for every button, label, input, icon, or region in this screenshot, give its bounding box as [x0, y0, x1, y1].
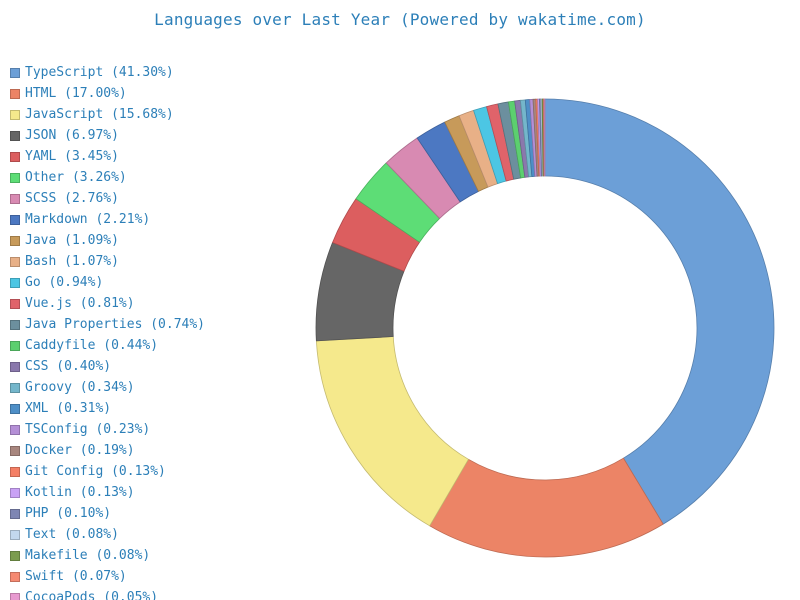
legend-item: Go (0.94%): [10, 272, 310, 293]
legend-item: Other (3.26%): [10, 167, 310, 188]
legend-swatch: [10, 151, 20, 162]
legend-swatch: [10, 508, 20, 519]
legend-item: TypeScript (41.30%): [10, 62, 310, 83]
legend-swatch: [10, 319, 20, 330]
legend-swatch: [10, 361, 20, 372]
legend-swatch: [10, 109, 20, 120]
legend-item: JavaScript (15.68%): [10, 104, 310, 125]
legend-swatch: [10, 130, 20, 141]
legend-label: JSON (6.97%): [25, 128, 119, 143]
legend-item: YAML (3.45%): [10, 146, 310, 167]
legend-swatch: [10, 172, 20, 183]
legend-label: SCSS (2.76%): [25, 191, 119, 206]
legend-item: Java Properties (0.74%): [10, 314, 310, 335]
legend-item: JSON (6.97%): [10, 125, 310, 146]
legend-item: Kotlin (0.13%): [10, 482, 310, 503]
legend-item: Text (0.08%): [10, 524, 310, 545]
donut-slice: [429, 457, 664, 558]
legend-item: SCSS (2.76%): [10, 188, 310, 209]
legend-item: Swift (0.07%): [10, 566, 310, 587]
legend-item: Bash (1.07%): [10, 251, 310, 272]
legend-label: Docker (0.19%): [25, 443, 135, 458]
legend-label: CocoaPods (0.05%): [25, 590, 159, 600]
legend-label: Bash (1.07%): [25, 254, 119, 269]
legend-swatch: [10, 466, 20, 477]
legend-swatch: [10, 214, 20, 225]
legend-swatch: [10, 256, 20, 267]
donut-slice: [543, 98, 546, 177]
legend-item: Vue.js (0.81%): [10, 293, 310, 314]
legend-item: HTML (17.00%): [10, 83, 310, 104]
donut-slice: [544, 98, 775, 525]
legend-swatch: [10, 424, 20, 435]
legend-swatch: [10, 67, 20, 78]
legend-item: Docker (0.19%): [10, 440, 310, 461]
legend-label: Java (1.09%): [25, 233, 119, 248]
chart-title: Languages over Last Year (Powered by wak…: [154, 10, 646, 29]
legend-item: Git Config (0.13%): [10, 461, 310, 482]
legend-swatch: [10, 340, 20, 351]
legend-label: Swift (0.07%): [25, 569, 127, 584]
legend-swatch: [10, 571, 20, 582]
legend-item: Markdown (2.21%): [10, 209, 310, 230]
legend-label: TSConfig (0.23%): [25, 422, 151, 437]
legend-label: Git Config (0.13%): [25, 464, 166, 479]
legend-swatch: [10, 193, 20, 204]
legend-label: HTML (17.00%): [25, 86, 127, 101]
legend-item: XML (0.31%): [10, 398, 310, 419]
legend-label: YAML (3.45%): [25, 149, 119, 164]
legend-item: Caddyfile (0.44%): [10, 335, 310, 356]
legend-label: Kotlin (0.13%): [25, 485, 135, 500]
legend-swatch: [10, 403, 20, 414]
chart-legend: TypeScript (41.30%) HTML (17.00%) JavaScri…: [10, 62, 310, 600]
legend-swatch: [10, 277, 20, 288]
legend-label: Go (0.94%): [25, 275, 104, 290]
legend-item: CSS (0.40%): [10, 356, 310, 377]
legend-swatch: [10, 235, 20, 246]
legend-swatch: [10, 550, 20, 561]
legend-item: Java (1.09%): [10, 230, 310, 251]
legend-swatch: [10, 529, 20, 540]
legend-swatch: [10, 298, 20, 309]
legend-label: Markdown (2.21%): [25, 212, 151, 227]
legend-item: Makefile (0.08%): [10, 545, 310, 566]
legend-swatch: [10, 487, 20, 498]
donut-slice: [315, 336, 469, 527]
legend-swatch: [10, 382, 20, 393]
legend-label: JavaScript (15.68%): [25, 107, 174, 122]
legend-label: Groovy (0.34%): [25, 380, 135, 395]
legend-label: Text (0.08%): [25, 527, 119, 542]
legend-label: Vue.js (0.81%): [25, 296, 135, 311]
legend-label: Caddyfile (0.44%): [25, 338, 159, 353]
legend-item: CocoaPods (0.05%): [10, 587, 310, 600]
legend-label: XML (0.31%): [25, 401, 112, 416]
legend-label: PHP (0.10%): [25, 506, 112, 521]
legend-label: CSS (0.40%): [25, 359, 112, 374]
legend-item: PHP (0.10%): [10, 503, 310, 524]
legend-label: Java Properties (0.74%): [25, 317, 206, 332]
legend-label: Makefile (0.08%): [25, 548, 151, 563]
legend-item: Groovy (0.34%): [10, 377, 310, 398]
legend-label: Other (3.26%): [25, 170, 127, 185]
legend-item: TSConfig (0.23%): [10, 419, 310, 440]
legend-swatch: [10, 88, 20, 99]
legend-swatch: [10, 592, 20, 600]
legend-swatch: [10, 445, 20, 456]
legend-label: TypeScript (41.30%): [25, 65, 174, 80]
